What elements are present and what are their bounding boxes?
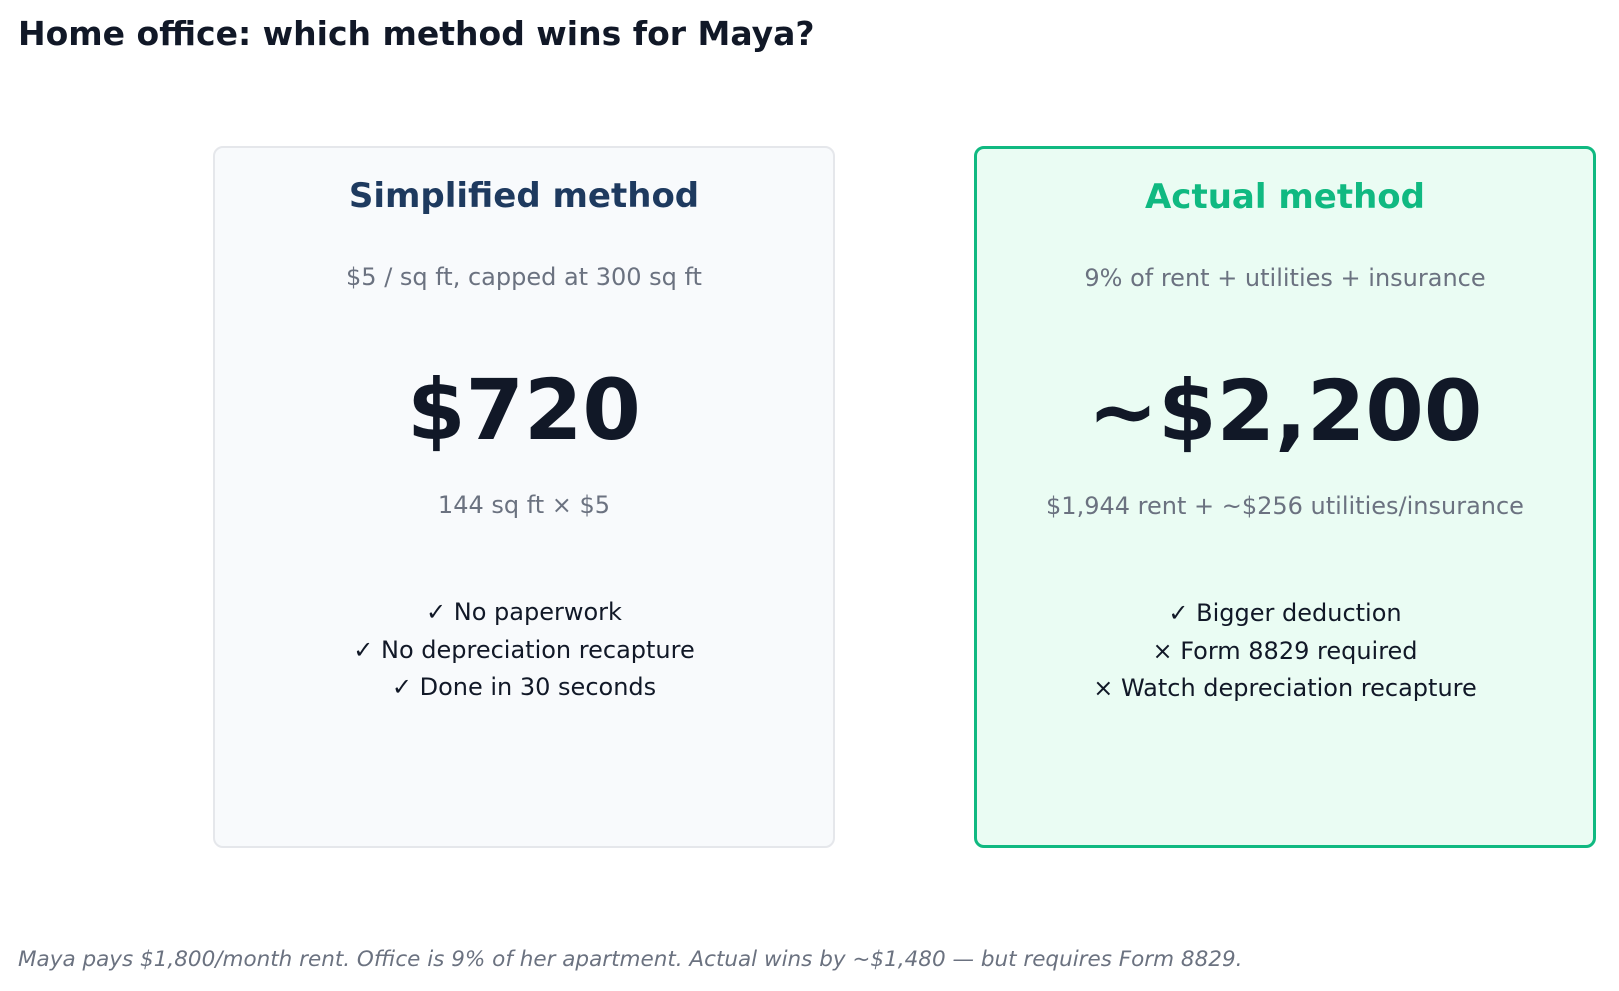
actual-method-card: Actual method 9% of rent + utilities + i… xyxy=(974,146,1596,848)
actual-point: × Form 8829 required xyxy=(1152,636,1418,665)
actual-point: × Watch depreciation recapture xyxy=(1093,674,1477,702)
page-title: Home office: which method wins for Maya? xyxy=(18,14,815,53)
simplified-method-card: Simplified method $5 / sq ft, capped at … xyxy=(213,146,835,848)
actual-card-subtitle: 9% of rent + utilities + insurance xyxy=(1084,264,1486,292)
simplified-point: ✓ No paperwork xyxy=(426,598,622,626)
simplified-card-subtitle: $5 / sq ft, capped at 300 sq ft xyxy=(346,263,702,291)
simplified-point: ✓ Done in 30 seconds xyxy=(391,673,657,701)
simplified-card-title: Simplified method xyxy=(348,176,700,216)
footnote: Maya pays $1,800/month rent. Office is 9… xyxy=(18,947,1243,972)
simplified-deduction-amount: $720 xyxy=(407,361,641,459)
actual-deduction-amount: ~$2,200 xyxy=(1087,362,1483,460)
simplified-point: ✓ No depreciation recapture xyxy=(353,635,695,664)
simplified-points-list: ✓ No paperwork ✓ No depreciation recaptu… xyxy=(215,594,833,707)
actual-point: ✓ Bigger deduction xyxy=(1168,599,1402,627)
actual-points-list: ✓ Bigger deduction × Form 8829 required … xyxy=(977,595,1593,708)
simplified-calculation: 144 sq ft × $5 xyxy=(437,491,611,519)
actual-card-title: Actual method xyxy=(1144,177,1425,217)
actual-calculation: $1,944 rent + ~$256 utilities/insurance xyxy=(1046,492,1524,520)
